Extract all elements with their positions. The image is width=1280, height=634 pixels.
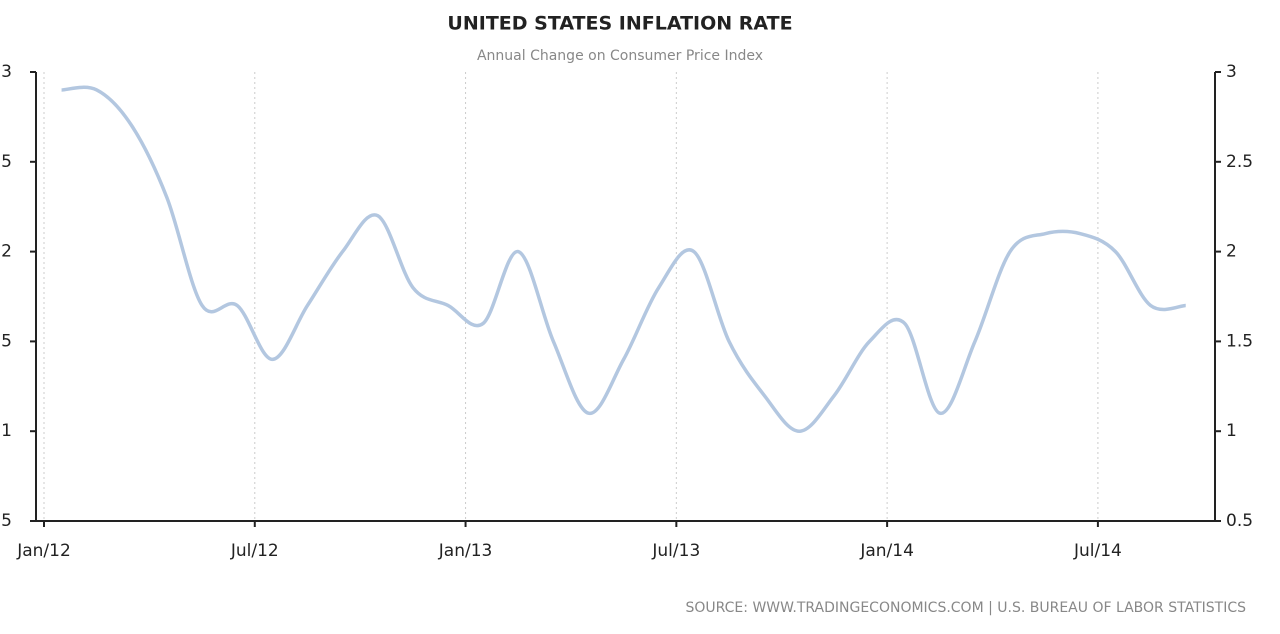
source-note: SOURCE: WWW.TRADINGECONOMICS.COM | U.S. … — [685, 600, 1246, 616]
x-tick-label: Jul/14 — [1073, 541, 1122, 561]
line-series — [61, 85, 1186, 433]
y2-tick-label: 1.5 — [1226, 331, 1253, 351]
x-tick-label: Jan/12 — [16, 541, 71, 561]
y-tick-label: 1 — [1, 421, 12, 441]
y-tick-label: 0.5 — [0, 511, 12, 531]
y-tick-label: 2 — [1, 242, 12, 262]
y2-tick-label: 1 — [1226, 421, 1237, 441]
y2-tick-label: 0.5 — [1226, 511, 1253, 531]
x-tick-label: Jan/14 — [859, 541, 914, 561]
y-tick-label: 3 — [1, 62, 12, 82]
y2-tick-label: 2 — [1226, 242, 1237, 262]
y2-tick-label: 3 — [1226, 62, 1237, 82]
x-tick-label: Jul/13 — [651, 541, 700, 561]
x-tick-label: Jan/13 — [438, 541, 493, 561]
y-tick-label: 1.5 — [0, 331, 12, 351]
y2-tick-label: 2.5 — [1226, 152, 1253, 172]
x-tick-label: Jul/12 — [230, 541, 279, 561]
chart-title: UNITED STATES INFLATION RATE — [447, 13, 792, 35]
y-tick-label: 2.5 — [0, 152, 12, 172]
chart-subtitle: Annual Change on Consumer Price Index — [477, 48, 763, 64]
